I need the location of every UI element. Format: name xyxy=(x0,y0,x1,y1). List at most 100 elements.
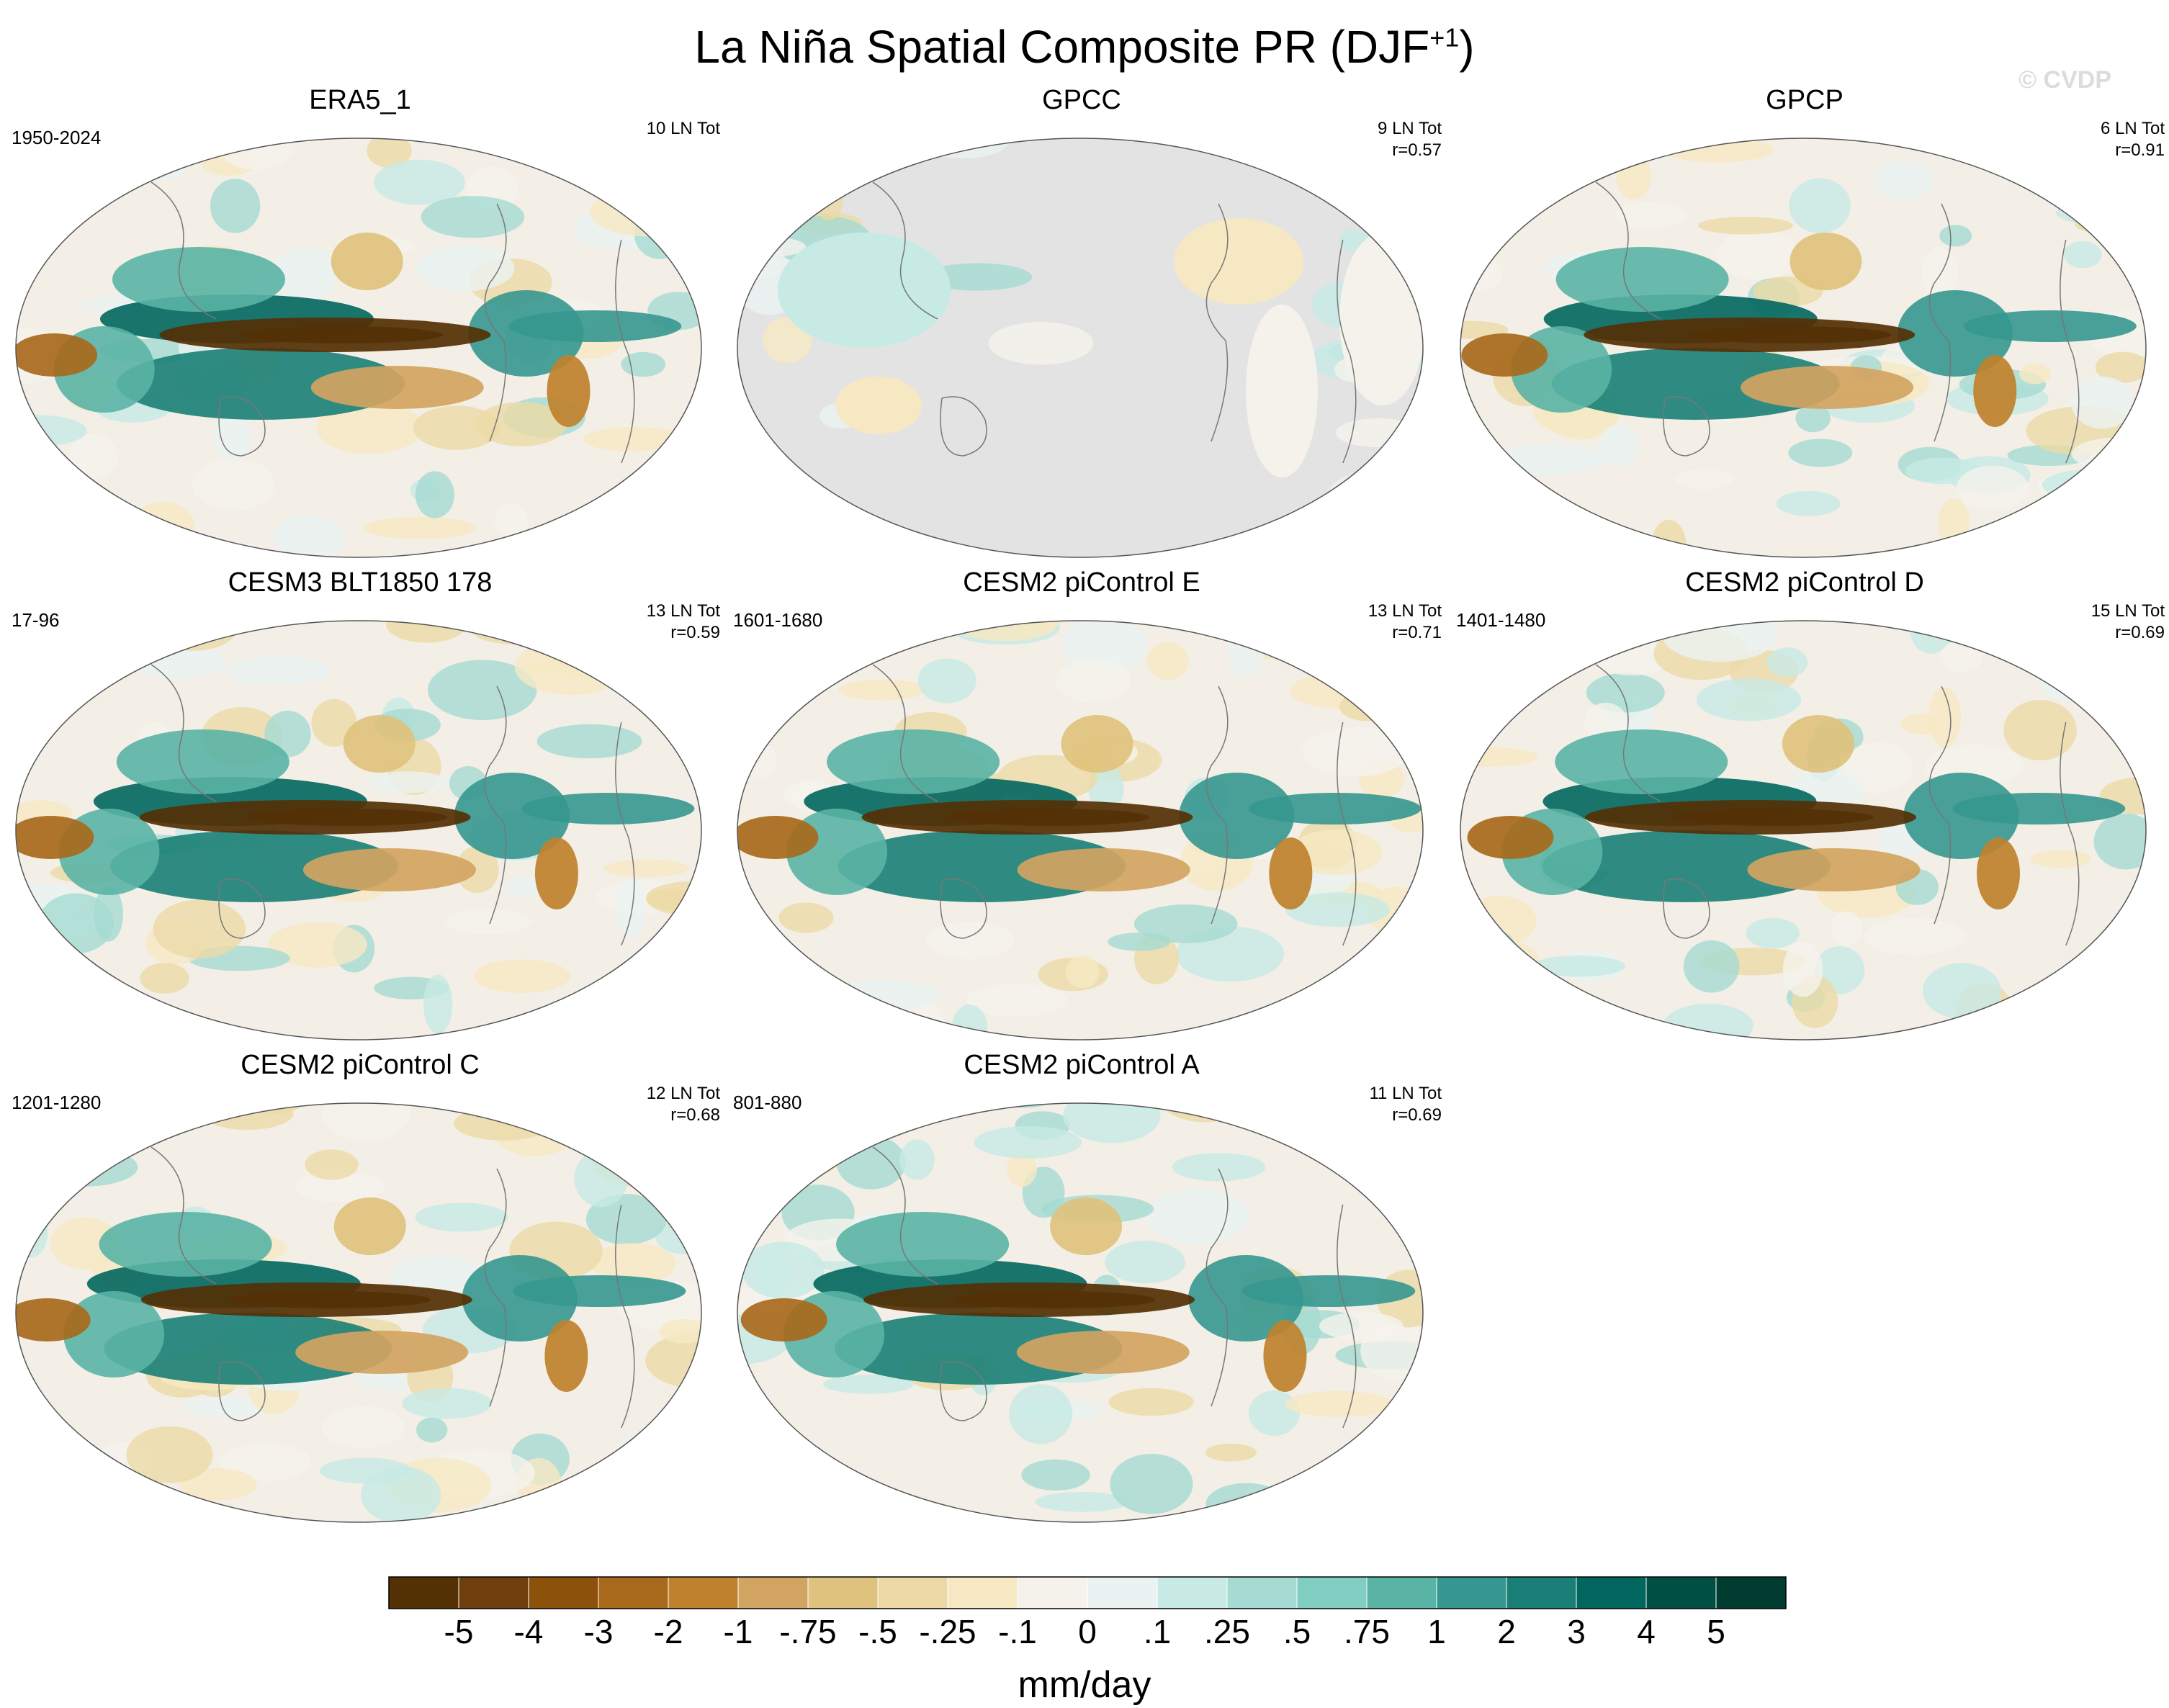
dry-anomaly xyxy=(737,816,819,859)
coastline xyxy=(615,239,635,464)
anomaly-patch xyxy=(219,1443,312,1481)
coastline xyxy=(1928,686,1952,925)
panel-years: 1401-1480 xyxy=(1456,609,1546,631)
coastline xyxy=(1205,686,1229,925)
anomaly-patch xyxy=(473,959,570,993)
anomaly-patch xyxy=(2030,850,2091,868)
colorbar-swatch xyxy=(1157,1576,1228,1609)
anomaly-patch xyxy=(1864,917,1966,956)
anomaly-patch xyxy=(1108,1388,1194,1416)
wet-anomaly xyxy=(1963,310,2137,342)
anomaly-patch xyxy=(822,1374,914,1394)
coastline xyxy=(1337,1204,1357,1429)
anomaly-patch xyxy=(126,1426,213,1483)
dry-anomaly xyxy=(1789,233,1862,290)
anomaly-patch xyxy=(1783,941,1823,997)
anomaly-patch xyxy=(1532,955,1625,977)
colorbar-swatch xyxy=(1226,1576,1298,1609)
panel-title: GPCP xyxy=(1766,85,1844,115)
panel-correlation: r=0.57 xyxy=(1392,140,1442,160)
projection-map xyxy=(737,138,1424,558)
dry-anomaly xyxy=(333,1197,406,1255)
anomaly-patch xyxy=(153,899,246,958)
wet-anomaly xyxy=(521,793,695,824)
wet-anomaly xyxy=(1903,773,2019,859)
anomaly-patch xyxy=(1766,647,1808,678)
dry-anomaly xyxy=(740,1298,827,1341)
wet-anomaly xyxy=(836,1212,1010,1277)
coastline xyxy=(872,1146,938,1285)
wet-anomaly xyxy=(462,1255,578,1341)
dry-anomaly xyxy=(544,1320,588,1392)
colorbar-units-label: mm/day xyxy=(1018,1664,1151,1706)
coastline xyxy=(1663,396,1710,457)
land-anomaly xyxy=(1246,305,1318,477)
anomaly-patch xyxy=(1035,1491,1129,1512)
map-panel: CESM2 piControl D 1401-1480 15 LN Tot r=0.6… xyxy=(1445,567,2165,1043)
panel-stats: 13 LN Tot r=0.59 xyxy=(647,601,720,644)
dry-anomaly xyxy=(948,809,1150,826)
panel-stats: 12 LN Tot r=0.68 xyxy=(647,1083,720,1126)
dry-anomaly xyxy=(331,233,403,290)
colorbar-tick-label: .5 xyxy=(1283,1613,1311,1650)
colorbar-swatch xyxy=(458,1576,529,1609)
colorbar-swatch xyxy=(1366,1576,1437,1609)
map-panel: CESM2 piControl E 1601-1680 13 LN Tot r=0.7… xyxy=(722,567,1442,1043)
anomaly-patch xyxy=(1675,469,1734,490)
dry-anomaly xyxy=(547,355,590,427)
anomaly-patch xyxy=(2018,363,2052,385)
anomaly-patch xyxy=(1056,659,1131,703)
dry-anomaly xyxy=(1467,816,1554,859)
colorbar-tick-label: 0 xyxy=(1078,1613,1097,1650)
wet-anomaly xyxy=(454,773,570,859)
anomaly-patch xyxy=(1900,713,1943,734)
anomaly-patch xyxy=(1697,217,1793,235)
anomaly-patch xyxy=(179,1468,257,1501)
wet-anomaly xyxy=(63,1291,165,1377)
map-border xyxy=(1460,620,2147,1040)
anomaly-patch xyxy=(616,878,646,939)
anomaly-patch xyxy=(2064,241,2102,269)
dry-anomaly xyxy=(1061,715,1133,773)
map-panel: CESM2 piControl A 801-880 11 LN Tot r=0.69 xyxy=(722,1050,1442,1525)
anomaly-patch xyxy=(364,516,475,539)
wet-anomaly xyxy=(513,1275,686,1307)
land-anomaly xyxy=(778,233,951,348)
map-panel: ERA5_1 1950-2024 10 LN Tot xyxy=(0,85,720,560)
panel-stats: 9 LN Tot r=0.57 xyxy=(1378,118,1442,161)
panel-correlation: r=0.68 xyxy=(670,1105,720,1125)
coastline xyxy=(940,1361,987,1421)
anomaly-patch xyxy=(1009,1384,1073,1444)
wet-anomaly xyxy=(1555,247,1729,312)
coastline xyxy=(151,664,217,802)
colorbar-tick-label: 2 xyxy=(1497,1613,1516,1650)
anomaly-patch xyxy=(1939,225,1972,247)
dry-anomaly xyxy=(16,1298,91,1341)
coastline xyxy=(218,1361,266,1421)
projection-map xyxy=(15,1102,702,1523)
anomaly-patch xyxy=(741,1241,825,1299)
panel-title: ERA5_1 xyxy=(309,85,411,115)
coastline xyxy=(484,203,507,442)
anomaly-patch xyxy=(2003,700,2077,760)
anomaly-patch xyxy=(1285,1390,1393,1417)
anomaly-patch xyxy=(1146,1188,1250,1244)
colorbar-tick-label: -.75 xyxy=(779,1613,836,1650)
panel-correlation: r=0.69 xyxy=(2115,623,2165,642)
anomaly-patch xyxy=(1290,830,1383,876)
wet-anomaly xyxy=(1897,290,2013,377)
panel-correlation: r=0.91 xyxy=(2115,140,2165,160)
anomaly-patch xyxy=(1584,702,1627,740)
coastline xyxy=(218,396,266,457)
anomaly-patch xyxy=(1007,1151,1037,1187)
dry-anomaly xyxy=(1977,837,2021,909)
colorbar-tick-label: -1 xyxy=(724,1613,753,1650)
coastline xyxy=(2060,239,2080,464)
panel-stats: 10 LN Tot xyxy=(647,118,720,140)
dry-anomaly xyxy=(1017,848,1190,891)
colorbar-tick-label: 5 xyxy=(1707,1613,1725,1650)
coastline xyxy=(1595,181,1661,320)
anomaly-patch xyxy=(1586,673,1665,713)
anomaly-patch xyxy=(212,411,251,461)
anomaly-patch xyxy=(2095,351,2146,383)
